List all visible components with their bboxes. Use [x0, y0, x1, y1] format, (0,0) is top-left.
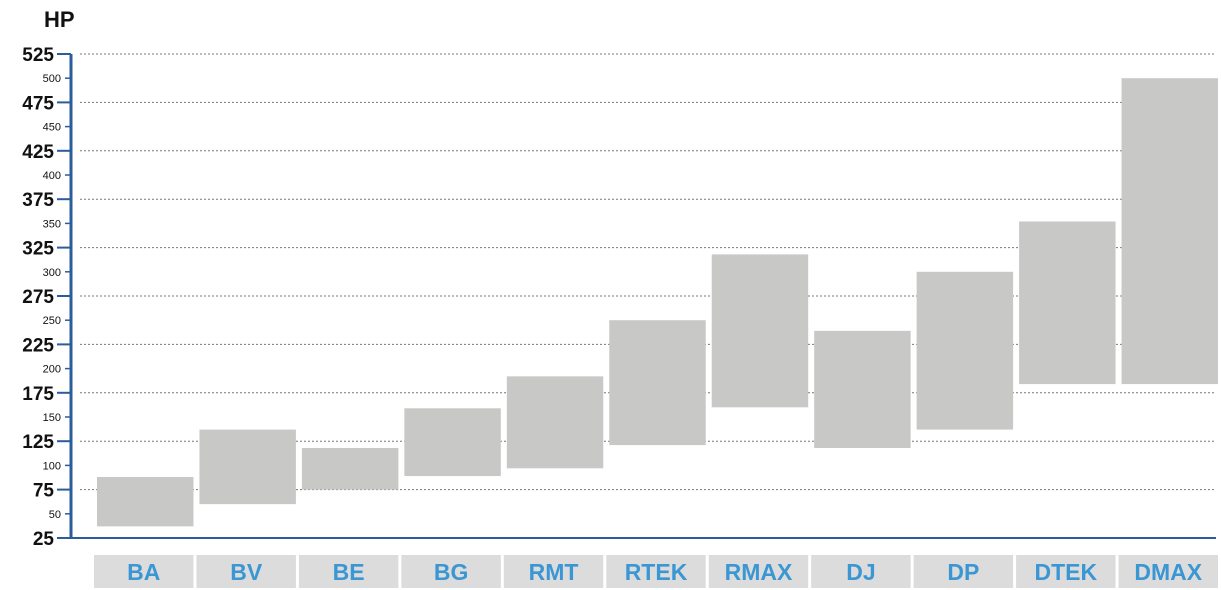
category-label-dmax: DMAX — [1134, 559, 1202, 585]
category-label-bg: BG — [434, 559, 469, 585]
category-cell — [708, 555, 809, 588]
major-tick-label: 325 — [22, 239, 54, 260]
category-cell — [94, 555, 194, 588]
category-label-rtek: RTEK — [625, 559, 688, 585]
category-label-dj: DJ — [846, 559, 875, 585]
category-label-rmax: RMAX — [725, 559, 793, 585]
minor-tick-label: 450 — [43, 122, 61, 134]
range-bar-dmax — [1121, 78, 1218, 385]
category-axis: BA BV BE BG RMT RTEK RMAX DJ DP DTEK DMAX — [94, 555, 1218, 588]
category-cell — [401, 555, 501, 588]
major-tick-label: 475 — [22, 93, 54, 114]
category-label-be: BE — [333, 559, 365, 585]
major-tick-label: 525 — [22, 45, 54, 66]
category-cell — [1016, 555, 1116, 588]
category-label-rmt: RMT — [529, 559, 579, 585]
minor-tick-label: 200 — [43, 364, 61, 376]
minor-tick-label: 300 — [43, 267, 61, 279]
category-label-bv: BV — [230, 559, 263, 585]
minor-tick-label: 100 — [43, 460, 61, 472]
major-tick-label: 25 — [33, 529, 55, 550]
category-label-dp: DP — [947, 559, 979, 585]
category-label-ba: BA — [127, 559, 160, 585]
range-bar-dp — [916, 271, 1014, 430]
major-tick-label: 225 — [22, 335, 54, 356]
minor-tick-label: 50 — [49, 509, 61, 521]
category-cell — [196, 555, 296, 588]
y-axis-label: HP — [44, 7, 75, 32]
range-bar-rmax — [711, 254, 809, 408]
major-tick-label: 375 — [22, 190, 54, 211]
range-bars — [97, 78, 1218, 527]
major-tick-label: 75 — [33, 481, 55, 502]
range-bar-rtek — [609, 320, 706, 446]
major-tick-label: 125 — [22, 432, 54, 453]
category-cell — [606, 555, 706, 588]
minor-tick-label: 150 — [43, 412, 61, 424]
category-cell — [1118, 555, 1218, 588]
category-cell — [811, 555, 911, 588]
major-tick-label: 425 — [22, 142, 54, 163]
minor-tick-label: 250 — [43, 315, 61, 327]
range-bar-dj — [814, 330, 911, 448]
major-tick-label: 275 — [22, 287, 54, 308]
major-tick-label: 175 — [22, 384, 54, 405]
category-cell — [913, 555, 1014, 588]
minor-tick-label: 350 — [43, 218, 61, 230]
minor-tick-label: 400 — [43, 170, 61, 182]
y-axis: 525 475 425 375 325 275 225 175 125 75 25 500 450 400… — [22, 45, 1216, 550]
range-bar-rmt — [506, 376, 604, 469]
range-bar-be — [301, 447, 399, 490]
minor-tick-label: 500 — [43, 73, 61, 85]
category-label-dtek: DTEK — [1035, 559, 1098, 585]
category-cell — [503, 555, 604, 588]
range-bar-dtek — [1019, 221, 1116, 385]
range-bar-bg — [404, 408, 501, 477]
range-bar-bv — [199, 429, 296, 505]
range-bar-ba — [97, 477, 194, 527]
category-cell — [298, 555, 399, 588]
